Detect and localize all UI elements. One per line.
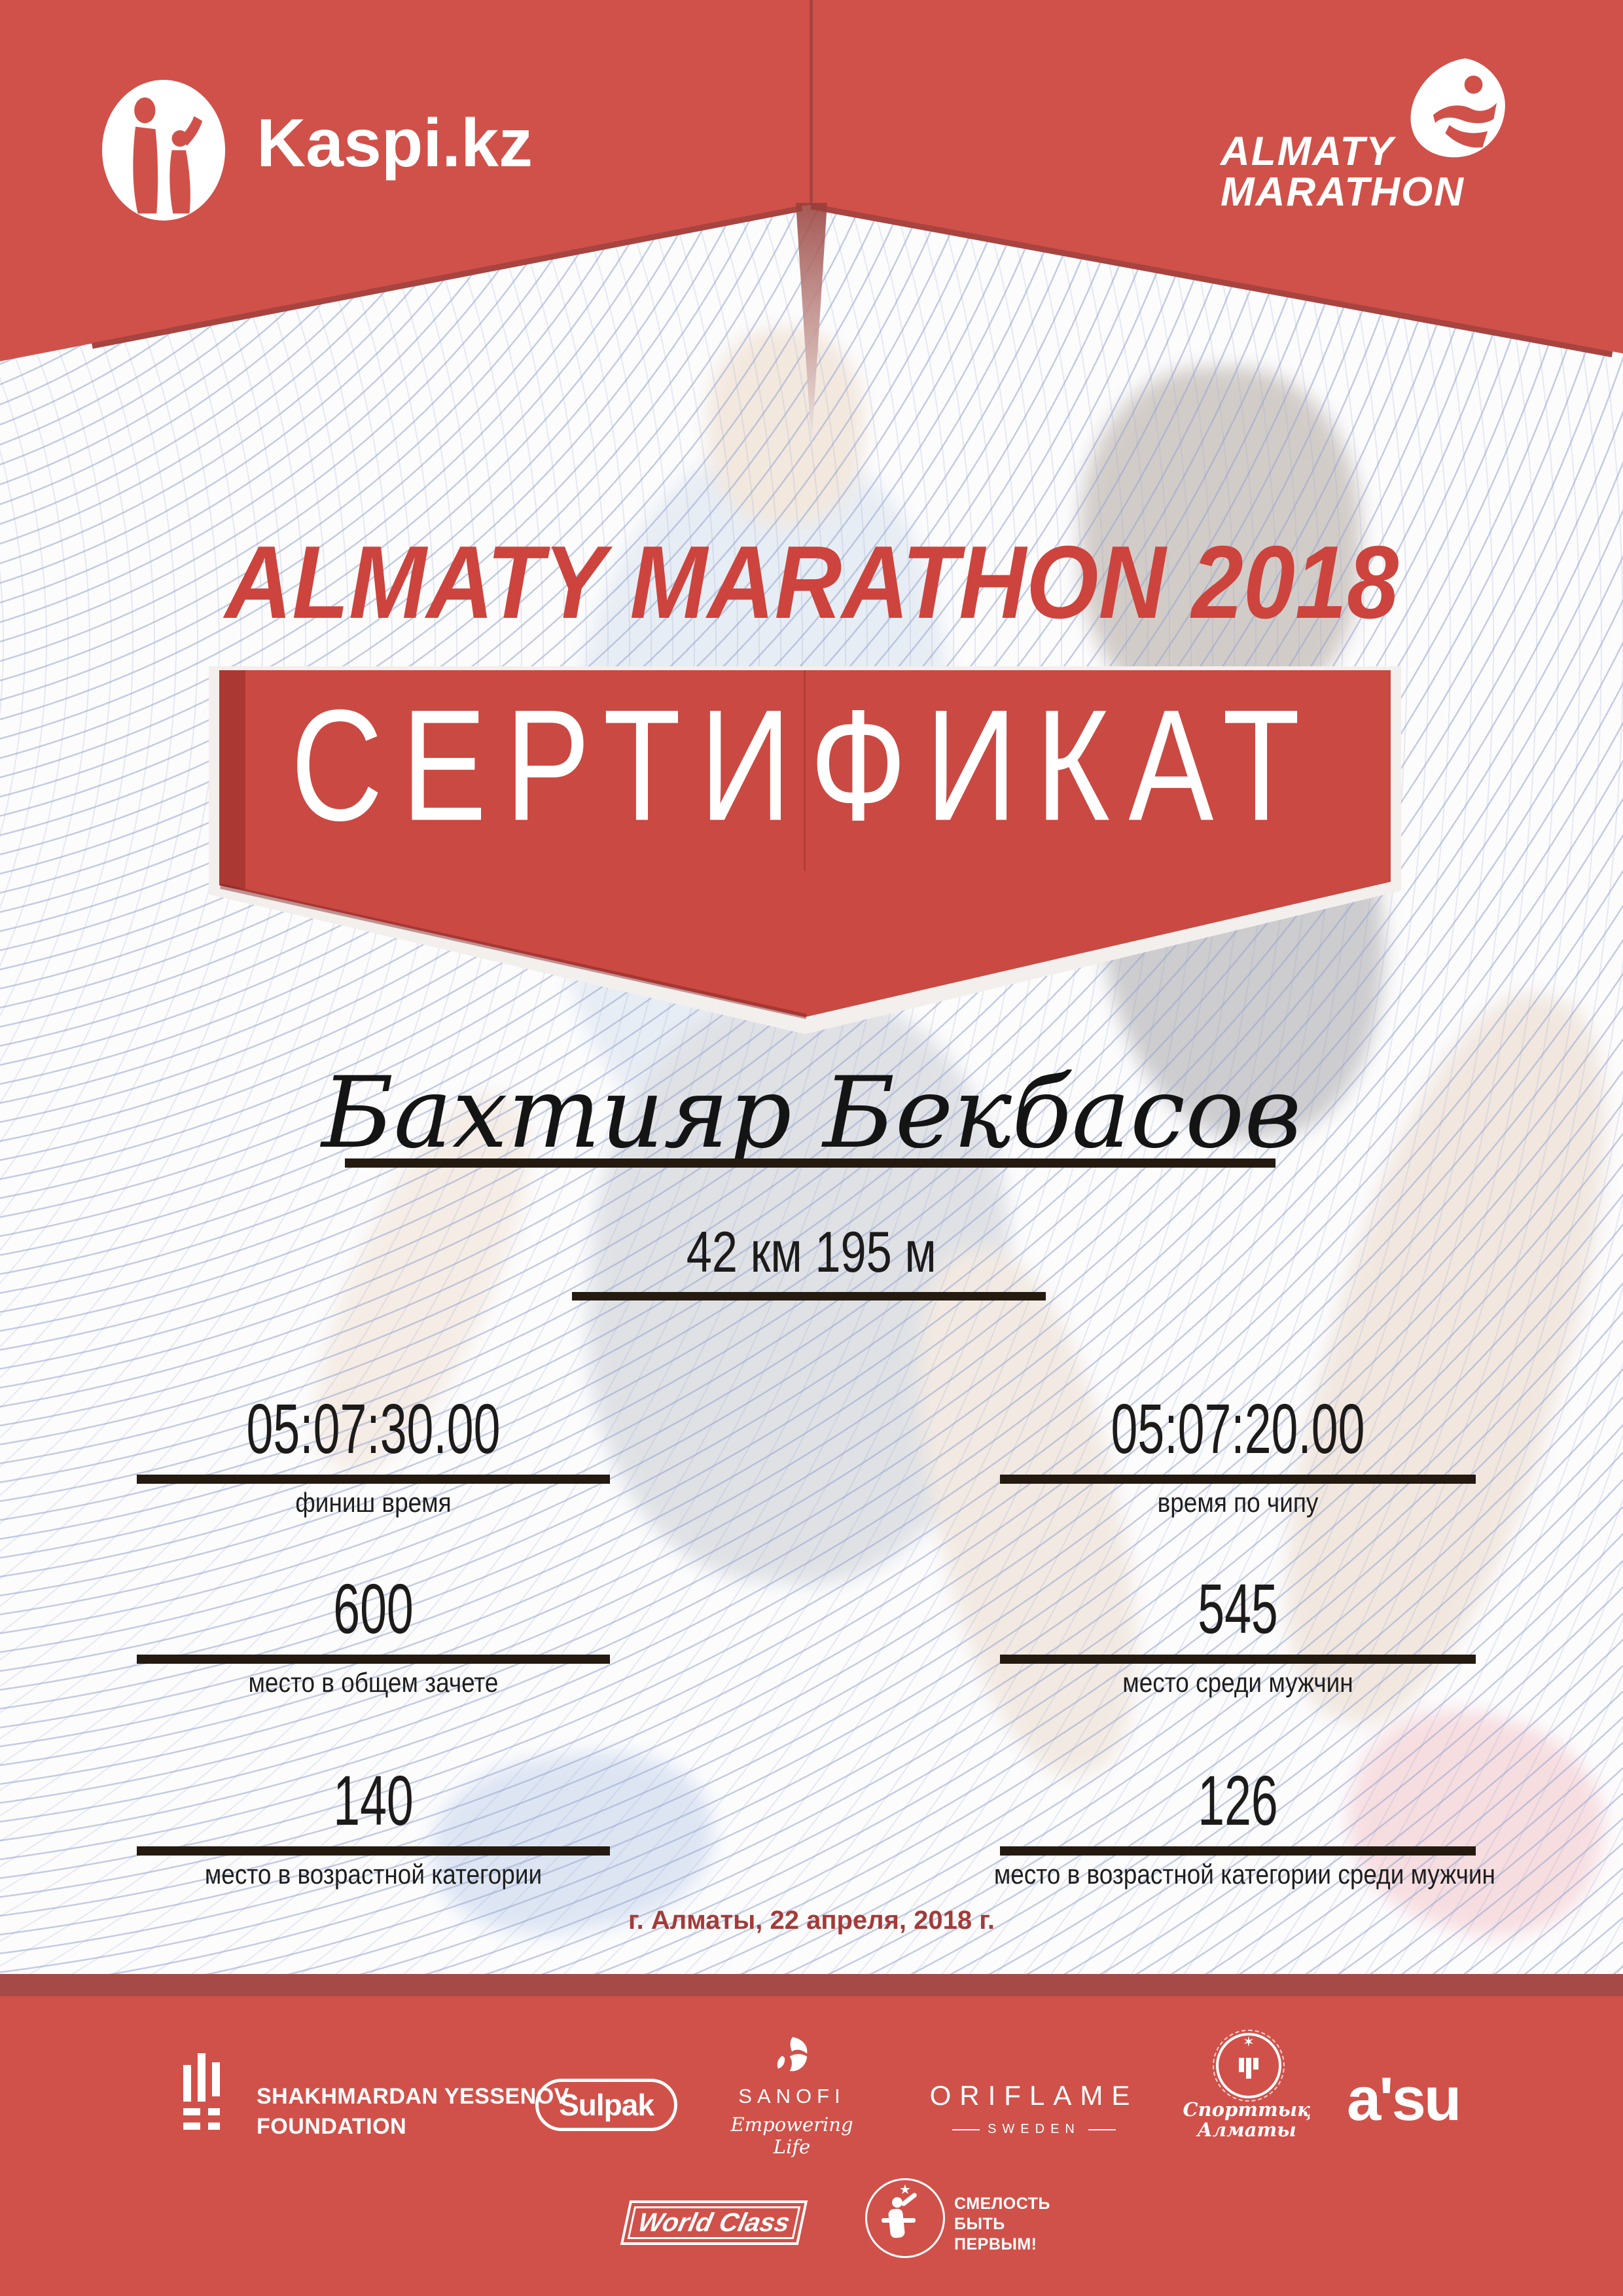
almaty-marathon-logo: ALMATY MARATHON (1217, 52, 1525, 223)
fund-slogan: СМЕЛОСТЬ БЫТЬ ПЕРВЫМ! (954, 2194, 1050, 2255)
runner-icon (1410, 58, 1505, 158)
stat-age-men-place: 126 место в возрастной категории среди м… (994, 1761, 1495, 1890)
stat-label: место в возрастной категории среди мужчи… (993, 1859, 1495, 1890)
stat-age-place: 140 место в возрастной категории (137, 1761, 610, 1890)
emblem-star-icon: ✶ (1242, 2034, 1255, 2050)
sulpak-logo: Sulpak (535, 2079, 677, 2131)
kaspi-icon (102, 80, 225, 221)
stat-label: время по чипу (1157, 1487, 1319, 1518)
fund-line3: ПЕРВЫМ! (954, 2235, 1037, 2253)
stat-underline (1000, 1846, 1476, 1856)
stat-underline (137, 1846, 610, 1856)
oriflame-logo: ORIFLAME SWEDEN (916, 2080, 1152, 2137)
stat-finish-time: 05:07:30.00 финиш время (137, 1389, 610, 1518)
sporttyk-line1: Спорттық (1183, 2098, 1311, 2121)
oriflame-country: SWEDEN (988, 2122, 1080, 2136)
stat-label: место в общем зачете (248, 1667, 499, 1698)
stat-chip-time: 05:07:20.00 время по чипу (1000, 1389, 1476, 1518)
sanofi-tagline: Empowering Life (730, 2113, 853, 2158)
date-line: г. Алматы, 22 апреля, 2018 г. (628, 1906, 995, 1935)
distance-value: 42 км 195 м (686, 1219, 937, 1284)
recipient-name: Бахтияр Бекбасов (321, 1056, 1302, 1170)
sanofi-text: SANOFI (738, 2085, 846, 2108)
sulpak-text: Sulpak (559, 2088, 654, 2122)
footer-band (0, 1996, 1623, 2296)
distance-underline (572, 1292, 1046, 1300)
stat-value: 05:07:20.00 (1111, 1389, 1365, 1468)
event-title: ALMATY MARATHON 2018 (224, 525, 1399, 640)
emblem-skyline-icon (1219, 2058, 1279, 2079)
stat-value: 126 (1198, 1761, 1278, 1840)
stat-men-place: 545 место среди мужчин (1000, 1569, 1476, 1698)
corporate-fund-emblem: ★ (865, 2178, 945, 2258)
sporttyk-line2: Алматы (1197, 2119, 1296, 2141)
stat-value: 05:07:30.00 (246, 1389, 501, 1468)
fund-star-icon: ★ (899, 2183, 911, 2197)
oriflame-dash (952, 2128, 980, 2130)
oriflame-dash (1088, 2128, 1116, 2130)
stat-underline (1000, 1655, 1476, 1664)
sanofi-bird-icon (777, 2037, 808, 2072)
yessenov-line1: SHAKHMARDAN YESSENOV (257, 2084, 569, 2109)
stat-overall-place: 600 место в общем зачете (137, 1569, 610, 1698)
stat-label: место в возрастной категории (204, 1859, 543, 1890)
kaspi-figures-icon (133, 97, 203, 214)
certificate-banner: СЕРТИФИКАТ (209, 666, 1401, 1034)
fund-person-icon (892, 2197, 902, 2208)
stat-underline (137, 1655, 610, 1664)
footer-dark-strip (0, 1974, 1623, 1996)
yessenov-foundation-icon (183, 2053, 223, 2138)
header-center-fold (810, 0, 813, 206)
yessenov-line2: FOUNDATION (257, 2114, 407, 2139)
banner-label: СЕРТИФИКАТ (291, 677, 1319, 854)
name-underline (345, 1158, 1275, 1168)
sporttyk-almaty-text: Спорттық Алматы (1171, 2100, 1322, 2140)
almaty-logo-line1: ALMATY (1221, 129, 1395, 174)
almaty-logo-line2: MARATHON (1221, 170, 1465, 215)
stat-value: 140 (333, 1761, 414, 1840)
fund-line1: СМЕЛОСТЬ (954, 2195, 1050, 2213)
sanofi-logo: SANOFI Empowering Life (710, 2034, 874, 2158)
stat-underline (137, 1475, 610, 1484)
stat-value: 600 (333, 1569, 414, 1648)
world-class-text: World Class (635, 2208, 793, 2237)
kaspi-logo-text: Kaspi.kz (257, 105, 533, 181)
oriflame-text: ORIFLAME (929, 2080, 1139, 2111)
sporttyk-almaty-emblem: ✶ (1213, 2030, 1285, 2102)
stat-label: место среди мужчин (1122, 1667, 1353, 1698)
yessenov-foundation-logo: SHAKHMARDAN YESSENOV FOUNDATION (257, 2081, 569, 2142)
stat-label: финиш время (295, 1487, 452, 1518)
world-class-logo: World Class (620, 2200, 808, 2245)
asu-logo: a'su (1347, 2064, 1461, 2133)
stat-underline (1000, 1475, 1476, 1484)
fund-line2: БЫТЬ (954, 2215, 1005, 2233)
stat-value: 545 (1198, 1569, 1278, 1648)
banner-red-shape: СЕРТИФИКАТ (219, 670, 1391, 1017)
